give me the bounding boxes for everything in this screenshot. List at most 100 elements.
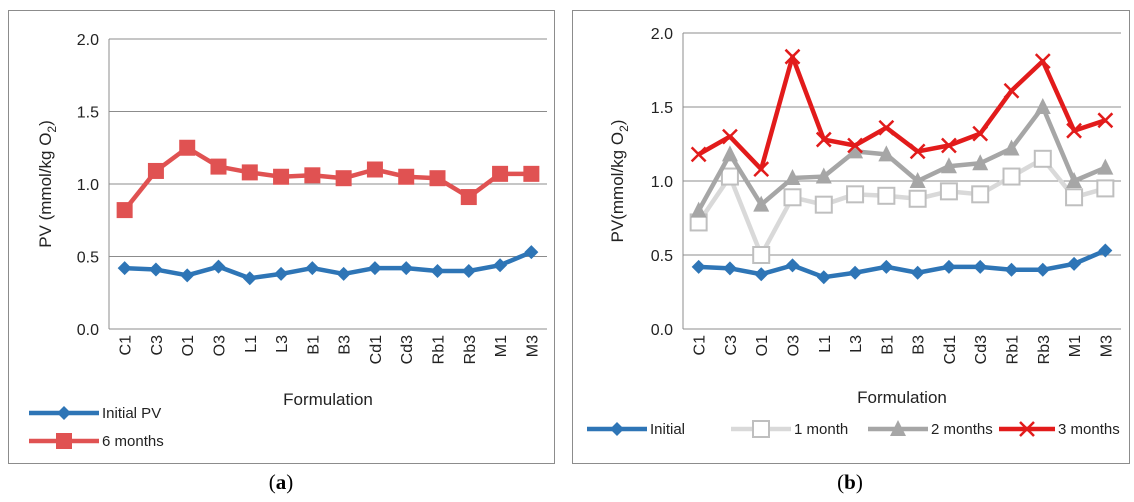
data-point-2-7 xyxy=(909,172,926,188)
y-tick-label: 1.0 xyxy=(651,174,673,191)
data-point-2-2 xyxy=(753,195,770,212)
y-tick-label: 2.0 xyxy=(77,32,99,49)
y-axis-title-close: ) xyxy=(36,120,55,126)
legend-entry-1: 6 months xyxy=(29,433,164,450)
data-point-1-13 xyxy=(523,165,540,182)
data-point-0-1 xyxy=(148,262,163,277)
series-1 xyxy=(116,139,540,219)
data-point-0-10 xyxy=(1004,262,1019,277)
x-tick-label: C3 xyxy=(149,335,166,356)
data-point-2-6 xyxy=(878,145,895,162)
data-point-0-8 xyxy=(941,259,956,274)
data-point-3-13 xyxy=(1097,112,1114,129)
data-point-1-12 xyxy=(492,165,509,182)
x-tick-label: L3 xyxy=(848,335,865,353)
y-tick-label: 0.5 xyxy=(77,250,99,267)
series-2 xyxy=(690,98,1114,218)
data-point-2-1 xyxy=(721,145,738,162)
legend-entry-1: 1 month xyxy=(731,420,848,438)
data-point-0-6 xyxy=(879,259,894,274)
x-tick-label: M3 xyxy=(1098,335,1115,357)
data-point-2-0 xyxy=(690,201,707,218)
data-point-1-9 xyxy=(971,185,990,204)
legend-entry-3: 3 months xyxy=(999,421,1120,438)
y-tick-label: 1.5 xyxy=(77,105,99,122)
data-point-0-3 xyxy=(785,258,800,273)
data-point-0-5 xyxy=(274,266,289,281)
data-point-3-5 xyxy=(847,137,863,154)
data-point-1-1 xyxy=(720,167,739,186)
data-point-1-5 xyxy=(273,168,290,185)
caption-b-close: ) xyxy=(855,470,863,494)
caption-a-close: ) xyxy=(286,470,294,494)
x-axis-title: Formulation xyxy=(283,390,373,409)
x-tick-label: Rb1 xyxy=(431,335,448,364)
x-tick-label: C1 xyxy=(118,335,135,356)
caption-b: (b) xyxy=(837,470,863,495)
x-tick-label: Cd3 xyxy=(973,335,990,364)
data-point-0-9 xyxy=(973,259,988,274)
data-point-0-9 xyxy=(399,261,414,276)
data-point-1-7 xyxy=(908,189,927,208)
legend-marker xyxy=(890,420,906,436)
data-point-1-12 xyxy=(1065,188,1084,207)
caption-a-label: a xyxy=(275,470,287,494)
data-point-1-4 xyxy=(814,195,833,214)
x-tick-label: L1 xyxy=(817,335,834,353)
x-tick-label: Rb3 xyxy=(462,335,479,364)
data-point-1-8 xyxy=(366,161,383,178)
data-point-1-9 xyxy=(398,168,415,185)
data-point-1-3 xyxy=(783,188,802,207)
chart-panel-a: 0.0 0.5 1.0 1.5 2.0 C1 C3 O1 O3 L1 L3 B1 B3 Cd1 Cd3 Rb1… xyxy=(8,10,555,464)
data-point-0-13 xyxy=(524,245,539,260)
x-tick-label: B1 xyxy=(305,335,322,355)
data-point-0-3 xyxy=(211,259,226,274)
y-tick-label: 0.0 xyxy=(651,322,673,339)
data-point-2-5 xyxy=(847,142,864,159)
legend-marker xyxy=(57,406,71,420)
data-point-2-13 xyxy=(1097,158,1114,175)
x-tick-label: Cd1 xyxy=(368,335,385,364)
data-point-1-6 xyxy=(877,186,896,205)
data-point-2-4 xyxy=(815,167,832,184)
x-tick-label: O1 xyxy=(754,335,771,356)
data-point-1-8 xyxy=(939,182,958,201)
x-tick-label: Cd1 xyxy=(942,335,959,364)
data-point-1-5 xyxy=(846,185,865,204)
x-tick-label: Cd3 xyxy=(399,335,416,364)
data-point-0-4 xyxy=(816,270,831,285)
x-tick-label: C1 xyxy=(692,335,709,356)
x-axis-title: Formulation xyxy=(857,388,947,407)
data-point-3-11 xyxy=(1034,53,1051,70)
legend-entry-0: Initial xyxy=(587,421,685,438)
data-point-2-8 xyxy=(940,157,957,174)
legend-marker xyxy=(56,433,72,449)
legend-entry-0: Initial PV xyxy=(29,405,161,422)
data-point-0-4 xyxy=(242,271,257,286)
data-point-2-3 xyxy=(784,169,801,186)
data-point-1-3 xyxy=(210,158,227,175)
y-axis-title: PV(mmol/kg O2) xyxy=(608,120,631,243)
legend-marker xyxy=(610,422,624,436)
data-point-1-10 xyxy=(1002,167,1021,186)
data-point-3-3 xyxy=(784,48,801,65)
legend-label: 1 month xyxy=(794,421,848,438)
data-point-0-13 xyxy=(1098,243,1113,258)
x-tick-label: B3 xyxy=(337,335,354,355)
data-point-1-6 xyxy=(304,167,321,184)
data-point-3-1 xyxy=(722,128,738,145)
x-tick-label: L1 xyxy=(243,335,260,353)
y-axis-title: PV (mmol/kg O2) xyxy=(36,120,59,248)
caption-b-open: ( xyxy=(837,470,845,494)
y-axis-title-subscript: 2 xyxy=(617,125,631,132)
data-point-1-13 xyxy=(1096,179,1115,198)
legend-label: Initial PV xyxy=(102,405,161,422)
data-point-0-6 xyxy=(305,261,320,276)
y-tick-label: 1.5 xyxy=(651,100,673,117)
caption-b-label: b xyxy=(844,470,856,494)
x-tick-label: B3 xyxy=(911,335,928,355)
legend-label: 6 months xyxy=(102,433,164,450)
y-axis-title-subscript: 2 xyxy=(45,126,59,133)
data-point-0-10 xyxy=(430,264,445,278)
data-point-0-11 xyxy=(461,264,476,278)
